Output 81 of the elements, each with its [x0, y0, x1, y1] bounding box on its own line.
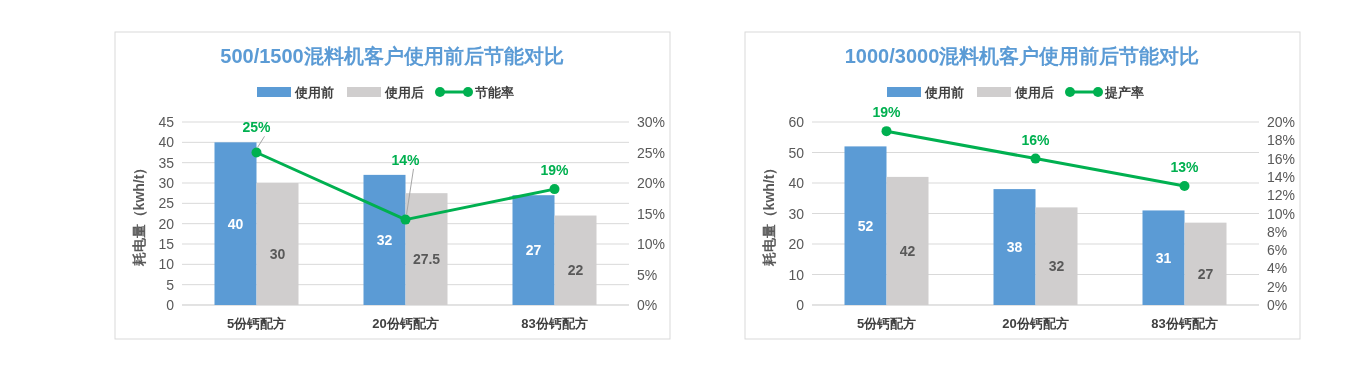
y-tick-label: 60 — [788, 114, 805, 130]
x-tick-label: 20份钙配方 — [1002, 316, 1069, 331]
point — [251, 147, 262, 158]
y-tick-label: 0 — [796, 297, 805, 313]
data-label: 38 — [1006, 239, 1023, 256]
y-tick-label: 30 — [158, 175, 175, 191]
y2-tick-label: 5% — [637, 266, 658, 283]
data-label: 27.5 — [412, 251, 441, 268]
point — [881, 126, 892, 137]
x-tick-label: 20份钙配方 — [372, 316, 439, 331]
data-label: 52 — [857, 217, 874, 234]
y2-tick-label: 25% — [637, 144, 666, 161]
data-label: 19% — [872, 104, 902, 121]
y-tick-label: 10 — [788, 266, 805, 283]
data-label: 13% — [1170, 159, 1200, 176]
y-tick-label: 5 — [166, 276, 175, 293]
data-label: 22 — [567, 262, 584, 279]
point — [549, 184, 560, 195]
y-tick-label: 25 — [158, 195, 175, 212]
y2-tick-label: 14% — [1267, 168, 1296, 185]
point — [400, 214, 411, 225]
y2-tick-label: 0% — [1267, 297, 1288, 313]
data-label: 32 — [1048, 258, 1065, 275]
data-label: 31 — [1155, 249, 1172, 266]
y2-tick-label: 8% — [1267, 223, 1288, 240]
legend-label: 使用前 — [294, 85, 334, 100]
y2-tick-label: 16% — [1267, 150, 1296, 167]
data-label: 32 — [376, 231, 393, 248]
y-axis-title: 耗电量（kwh/t） — [131, 160, 147, 268]
x-tick-label: 83份钙配方 — [1151, 316, 1218, 331]
y2-tick-label: 6% — [1267, 242, 1288, 259]
y2-tick-label: 12% — [1267, 187, 1296, 204]
x-tick-label: 5份钙配方 — [226, 316, 287, 331]
x-tick-label: 83份钙配方 — [521, 316, 588, 331]
y-tick-label: 0 — [166, 297, 175, 313]
data-label: 19% — [540, 162, 570, 179]
y2-tick-label: 15% — [637, 205, 666, 222]
legend-label: 使用后 — [384, 85, 424, 100]
data-label: 14% — [391, 151, 421, 168]
y2-tick-label: 2% — [1267, 278, 1288, 295]
y-tick-label: 40 — [158, 134, 175, 151]
y2-tick-label: 20% — [1267, 114, 1296, 130]
legend-label: 使用前 — [924, 85, 964, 100]
y2-tick-label: 30% — [637, 114, 666, 130]
y-tick-label: 45 — [158, 114, 175, 130]
y-tick-label: 20 — [788, 236, 805, 252]
y-tick-label: 20 — [158, 215, 175, 232]
data-label: 30 — [269, 246, 286, 262]
bar — [363, 174, 406, 305]
y-tick-label: 15 — [158, 236, 175, 252]
y2-tick-label: 10% — [637, 236, 666, 252]
x-tick-label: 5份钙配方 — [856, 316, 917, 331]
bar — [1142, 210, 1185, 305]
data-label: 42 — [899, 242, 916, 259]
bar — [993, 189, 1036, 305]
bar — [844, 146, 887, 305]
data-label: 25% — [242, 119, 272, 136]
data-label: 27 — [1197, 265, 1214, 282]
data-label: 40 — [227, 215, 244, 232]
y2-tick-label: 0% — [637, 297, 658, 313]
legend-label: 提产率 — [1104, 85, 1144, 100]
y-tick-label: 10 — [158, 256, 175, 273]
y-tick-label: 50 — [788, 144, 805, 161]
chart-title: 1000/3000混料机客户使用前后节能对比 — [844, 45, 1200, 67]
y-tick-label: 35 — [158, 154, 175, 171]
bar — [512, 195, 555, 305]
y2-tick-label: 18% — [1267, 132, 1296, 149]
legend-label: 使用后 — [1014, 85, 1054, 100]
y2-tick-label: 10% — [1267, 205, 1296, 222]
point — [1030, 153, 1041, 164]
data-label: 16% — [1021, 131, 1051, 148]
point — [1179, 181, 1190, 192]
chart-title: 500/1500混料机客户使用前后节能对比 — [220, 45, 564, 67]
y-tick-label: 30 — [788, 205, 805, 222]
y-tick-label: 40 — [788, 175, 805, 191]
y2-tick-label: 4% — [1267, 260, 1288, 277]
data-label: 27 — [525, 242, 542, 259]
y2-tick-label: 20% — [637, 175, 666, 191]
bar — [214, 142, 257, 305]
y-axis-title: 耗电量（kwh/t） — [761, 160, 777, 268]
legend-label: 节能率 — [474, 85, 514, 100]
